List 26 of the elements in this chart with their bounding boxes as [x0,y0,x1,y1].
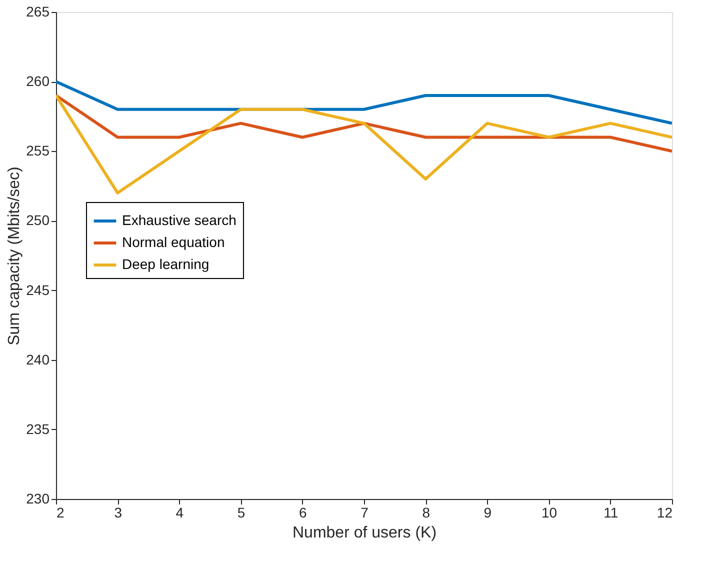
y-axis-title: Sum capacity (Mbits/sec) [6,166,24,346]
x-tick-label: 10 [542,504,558,520]
legend-label: Exhaustive search [122,212,236,228]
x-tick-label: 12 [656,504,673,520]
x-tick-label: 5 [237,504,246,520]
y-tick-label: 240 [26,351,50,368]
y-tick-label: 260 [26,73,50,90]
y-tick-label: 230 [26,490,50,506]
x-tick-label: 7 [360,504,369,520]
x-tick-label: 2 [56,504,64,520]
x-tick-label: 4 [176,504,184,520]
x-tick-label: 9 [484,504,492,520]
x-tick-label: 11 [604,504,618,520]
x-tick-label: 6 [299,504,307,520]
legend-label: Deep learning [122,256,210,272]
y-tick-label: 245 [26,282,50,298]
x-tick-label: 8 [422,504,430,520]
line-series [56,94,672,194]
y-tick-label: 265 [26,4,50,20]
y-tick-label: 235 [26,420,50,437]
x-tick-label: 3 [114,504,122,520]
line-series [56,94,672,153]
y-tick-label: 250 [26,212,50,228]
x-axis-title: Number of users (K) [292,524,437,542]
y-tick-label: 255 [26,142,50,159]
legend-label: Normal equation [122,234,225,250]
